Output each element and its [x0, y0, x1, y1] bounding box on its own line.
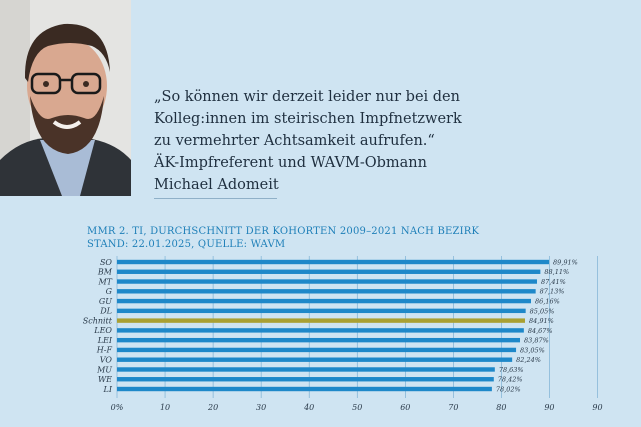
value-label: 84,67%: [528, 327, 553, 335]
portrait-photo: [0, 0, 131, 196]
category-label: Schnitt: [83, 316, 113, 325]
x-tick-label: 80: [496, 403, 506, 412]
quote-divider: [154, 198, 277, 199]
category-label: H-F: [96, 346, 113, 355]
bar-g: [117, 289, 536, 294]
value-label: 87,41%: [541, 278, 566, 286]
x-tick-label: 70: [448, 403, 458, 412]
chart-subtitle: STAND: 22.01.2025, QUELLE: WAVM: [87, 239, 286, 250]
category-label: MT: [97, 277, 112, 286]
bar-bm: [117, 269, 541, 274]
chart-title: MMR 2. TI, DURCHSCHNITT DER KOHORTEN 200…: [87, 226, 480, 237]
bar-li: [117, 386, 492, 392]
x-tick-label: 60: [400, 403, 410, 412]
value-label: 78,63%: [499, 366, 524, 374]
x-tick-label: 10: [160, 403, 170, 412]
category-label: SO: [100, 258, 112, 267]
quote-attribution-name: Michael Adomeit: [154, 177, 279, 193]
value-label: 88,11%: [544, 268, 569, 276]
quote-line-1: „So können wir derzeit leider nur bei de…: [154, 89, 460, 105]
value-label: 83,05%: [520, 346, 545, 354]
value-label: 83,87%: [524, 337, 549, 345]
bar-gu: [117, 298, 531, 304]
quote-block: „So können wir derzeit leider nur bei de…: [154, 86, 504, 196]
value-label: 87,13%: [540, 288, 565, 296]
bar-leo: [117, 328, 524, 333]
value-label: 86,16%: [535, 297, 560, 305]
x-tick-label: 90: [544, 403, 554, 412]
category-label: G: [106, 287, 113, 296]
x-tick-label: 40: [303, 403, 314, 412]
category-label: LI: [103, 385, 113, 394]
value-label: 78,42%: [498, 376, 523, 384]
category-label: VO: [100, 356, 113, 365]
value-label: 85,05%: [530, 307, 555, 315]
bar-mt: [117, 279, 538, 284]
bar-so: [117, 259, 550, 265]
value-label: 78,02%: [496, 385, 521, 393]
bar-mu: [117, 367, 495, 372]
bar-h-f: [117, 347, 517, 353]
value-label: 89,91%: [553, 258, 578, 266]
x-tick-label: 20: [207, 403, 218, 412]
category-label: WE: [98, 375, 112, 384]
value-label: 82,24%: [516, 356, 541, 364]
category-label: DL: [99, 307, 112, 316]
value-label: 84,91%: [529, 317, 554, 325]
quote-line-2: Kolleg:innen im steirischen Impfnetzwerk: [154, 111, 462, 127]
portrait-illustration: [0, 0, 131, 196]
x-tick-label: 0%: [111, 403, 124, 412]
bar-we: [117, 377, 494, 382]
category-label: LEI: [97, 336, 113, 345]
category-label: BM: [97, 268, 113, 277]
bar-lei: [117, 337, 520, 343]
quote-line-3: zu vermehrter Achtsamkeit aufrufen.“: [154, 133, 435, 149]
x-tick-label: 50: [352, 403, 362, 412]
bar-vo: [117, 357, 513, 362]
category-label: MU: [96, 365, 112, 374]
x-tick-label: 30: [256, 403, 266, 412]
category-label: LEO: [93, 326, 112, 335]
x-tick-label: 90: [592, 403, 602, 412]
bar-schnitt: [117, 318, 525, 323]
category-label: GU: [99, 297, 112, 306]
chart-heading: MMR 2. TI, DURCHSCHNITT DER KOHORTEN 200…: [87, 225, 627, 251]
bar-dl: [117, 308, 526, 314]
quote-attribution-role: ÄK-Impfreferent und WAVM-Obmann: [154, 155, 427, 171]
